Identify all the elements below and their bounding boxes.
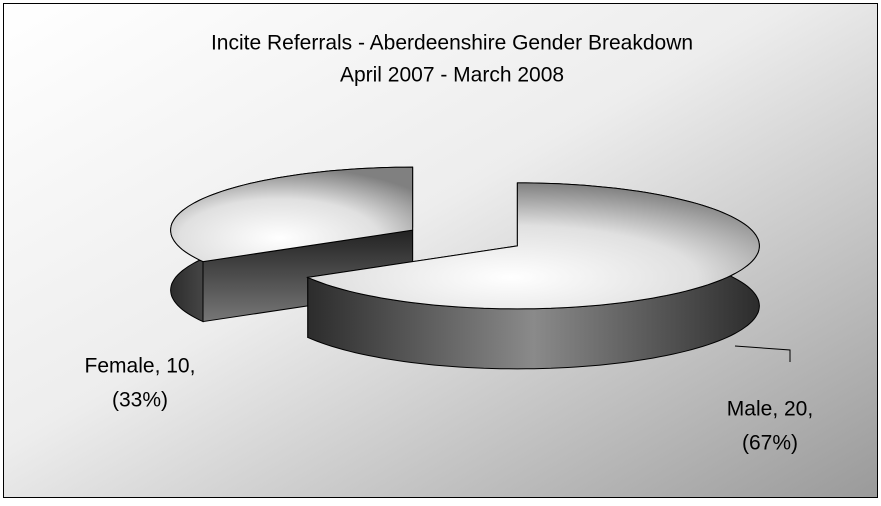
slice-top (170, 166, 414, 263)
pie-slice (305, 182, 760, 370)
data-label: Female, 10, (85, 355, 196, 378)
chart-subtitle: April 2007 - March 2008 (340, 64, 564, 87)
slice-top (305, 182, 760, 310)
data-label: (33%) (112, 389, 168, 412)
data-label: Male, 20, (727, 398, 813, 421)
pie (170, 166, 760, 370)
data-label: (67%) (742, 432, 798, 455)
pie-slice (170, 166, 414, 323)
labels: Female, 10, (33%) Male, 20, (67%) (85, 355, 814, 455)
leader-line (734, 345, 791, 362)
chart-title: Incite Referrals - Aberdeenshire Gender … (211, 32, 693, 55)
